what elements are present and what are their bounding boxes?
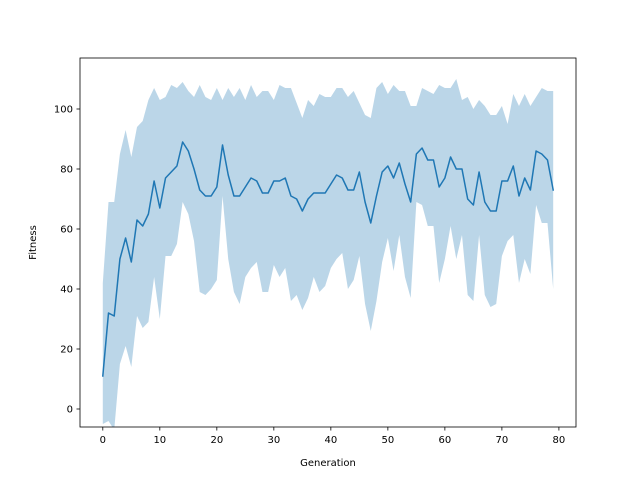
x-tick-label: 70 [496, 435, 509, 446]
x-tick-label: 20 [210, 435, 223, 446]
y-tick-label: 20 [60, 345, 73, 356]
mean-line-layer [101, 141, 555, 377]
y-tick-label: 0 [67, 405, 73, 416]
y-tick-label: 80 [60, 165, 73, 176]
y-tick-label: 100 [54, 105, 73, 116]
x-tick-label: 80 [553, 435, 566, 446]
x-tick-label: 60 [439, 435, 452, 446]
plot-area-background [80, 58, 576, 427]
x-axis-ticks: 0 10 20 30 40 50 60 70 80 [100, 427, 566, 446]
y-tick-label: 40 [60, 285, 73, 296]
x-tick-label: 40 [324, 435, 337, 446]
mean-fitness-line [101, 141, 555, 377]
x-tick-label: 0 [100, 435, 106, 446]
y-axis-ticks: 0 20 40 60 80 100 [54, 105, 80, 416]
std-band-area [102, 79, 554, 427]
plot-area-frame [79, 57, 577, 428]
y-tick-label: 60 [60, 225, 73, 236]
x-tick-label: 30 [267, 435, 280, 446]
x-axis-label: Generation [300, 458, 356, 469]
x-tick-label: 10 [153, 435, 166, 446]
x-tick-label: 50 [381, 435, 394, 446]
std-band-layer [102, 79, 554, 427]
y-axis-label: Fitness [28, 225, 39, 260]
